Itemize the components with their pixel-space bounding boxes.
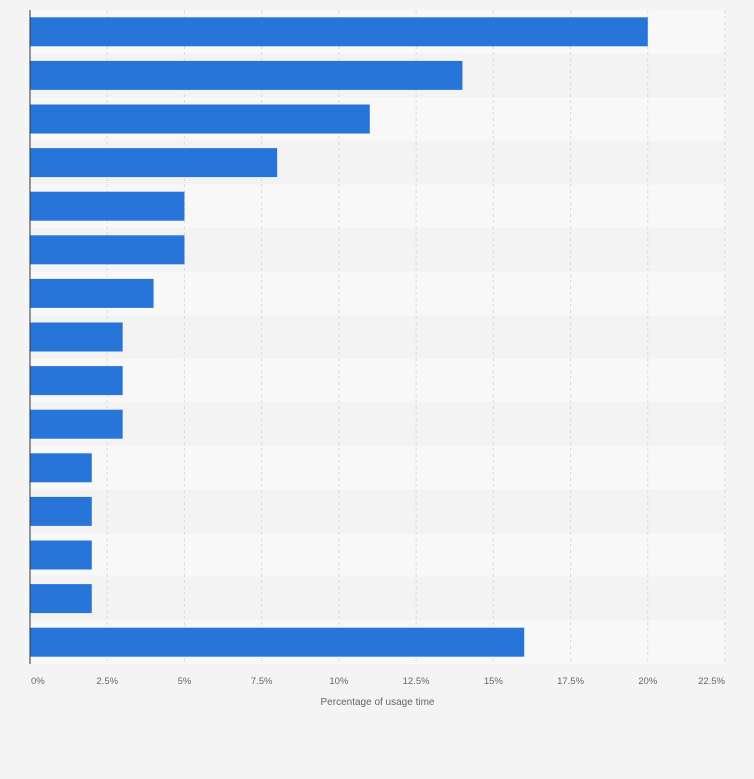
bar bbox=[30, 540, 92, 570]
bar bbox=[30, 322, 123, 352]
x-tick-label: 5% bbox=[178, 676, 192, 687]
bars bbox=[30, 17, 648, 657]
row-band bbox=[30, 489, 725, 534]
x-axis-title: Percentage of usage time bbox=[321, 697, 435, 708]
x-tick-label: 15% bbox=[484, 676, 504, 687]
x-tick-label: 10% bbox=[329, 676, 349, 687]
row-band bbox=[30, 315, 725, 359]
bar bbox=[30, 278, 154, 308]
row-band bbox=[30, 533, 725, 577]
bar bbox=[30, 191, 185, 221]
bar bbox=[30, 496, 92, 526]
bar bbox=[30, 366, 123, 396]
bar bbox=[30, 60, 463, 90]
x-tick-label: 0% bbox=[31, 676, 45, 687]
x-tick-label: 20% bbox=[638, 676, 658, 687]
x-tick-label: 7.5% bbox=[251, 676, 273, 687]
x-tick-label: 17.5% bbox=[557, 676, 584, 687]
x-tick-label: 2.5% bbox=[96, 676, 118, 687]
row-band bbox=[30, 402, 725, 446]
bar bbox=[30, 148, 278, 178]
row-band bbox=[30, 576, 725, 621]
bar bbox=[30, 17, 648, 47]
x-tick-label: 12.5% bbox=[403, 676, 430, 687]
row-band bbox=[30, 358, 725, 403]
x-tick-labels: 0% 2.5% 5% 7.5% 10% 12.5% 15% 17.5% 20% 22.5% bbox=[31, 676, 726, 687]
bar bbox=[30, 453, 92, 483]
x-tick-label: 22.5% bbox=[698, 676, 725, 687]
bar bbox=[30, 104, 370, 134]
bar bbox=[30, 627, 525, 657]
bar bbox=[30, 235, 185, 265]
bar bbox=[30, 409, 123, 439]
bar bbox=[30, 584, 92, 614]
row-band bbox=[30, 446, 725, 490]
